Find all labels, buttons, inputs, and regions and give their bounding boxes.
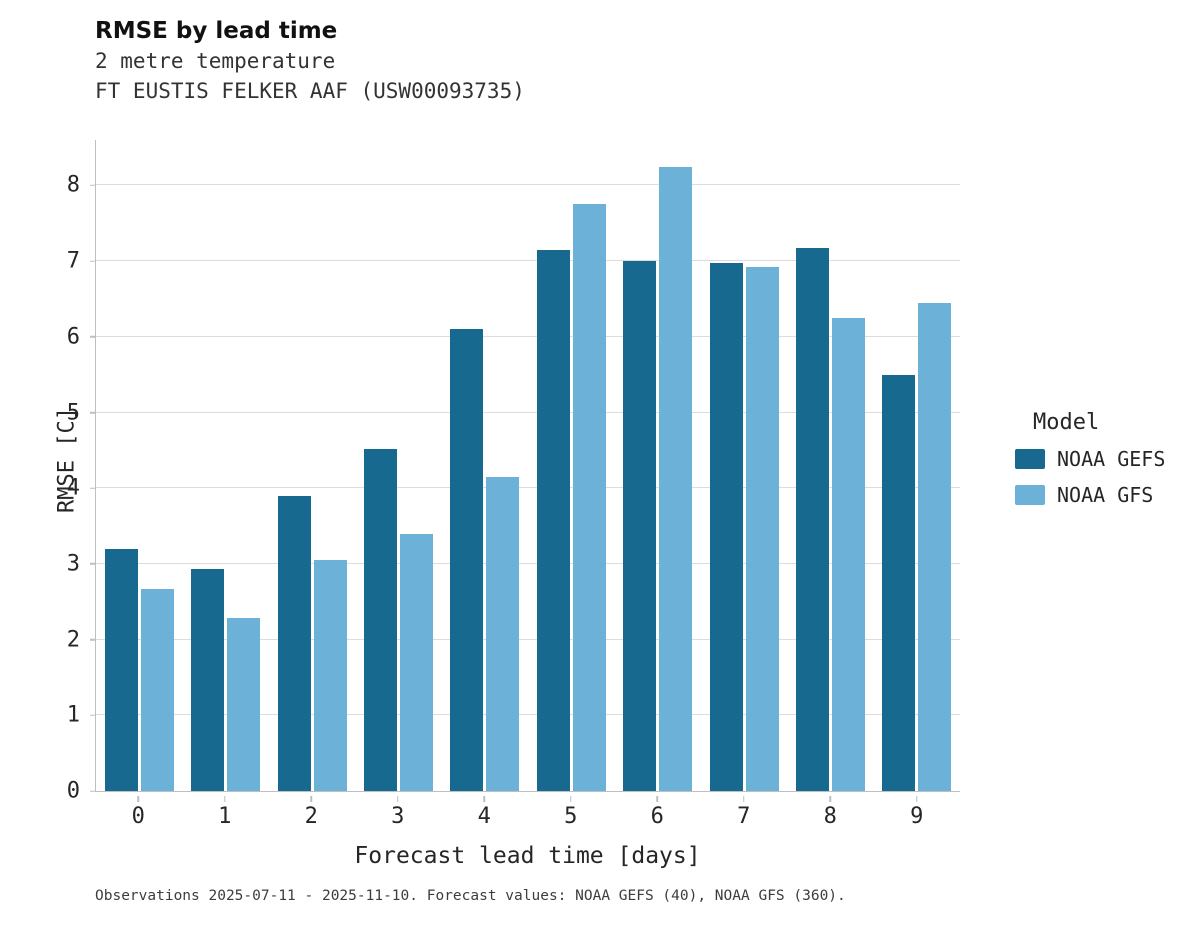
y-tick-mark-4 <box>90 487 96 489</box>
y-tick-mark-0 <box>90 790 96 792</box>
legend-entries: NOAA GEFS NOAA GFS <box>1015 447 1165 507</box>
gridline-y-5 <box>96 411 960 413</box>
gridline-y-6 <box>96 335 960 337</box>
x-tick-label-9: 9 <box>874 796 961 829</box>
x-tick-label-3: 3 <box>355 796 442 829</box>
bar-noaa-gefs-3 <box>363 448 397 791</box>
bar-group-9 <box>874 140 960 791</box>
bar-series <box>96 140 960 791</box>
x-tick-label-1: 1 <box>182 796 269 829</box>
bar-noaa-gfs-0 <box>140 588 174 791</box>
bar-noaa-gfs-7 <box>745 267 779 791</box>
y-tick-mark-1 <box>90 714 96 717</box>
y-tick-label-8: 8 <box>66 172 80 198</box>
bar-noaa-gefs-7 <box>709 262 743 791</box>
bar-group-6 <box>614 140 700 791</box>
bar-noaa-gefs-1 <box>191 569 225 791</box>
y-tick-label-3: 3 <box>66 551 80 577</box>
bar-group-3 <box>355 140 441 791</box>
legend-entry-noaa-gfs: NOAA GFS <box>1015 483 1165 507</box>
bar-noaa-gfs-5 <box>572 204 606 791</box>
y-tick-label-6: 6 <box>66 324 80 350</box>
bar-noaa-gfs-4 <box>486 476 520 791</box>
legend-label: NOAA GFS <box>1057 483 1154 507</box>
gridline-y-8 <box>96 184 960 186</box>
y-tick-label-1: 1 <box>66 702 80 728</box>
gridline-y-1 <box>96 714 960 716</box>
y-tick-label-5: 5 <box>66 400 80 426</box>
bar-noaa-gefs-2 <box>277 495 311 791</box>
y-tick-mark-7 <box>90 260 96 262</box>
gridline-y-4 <box>96 487 960 489</box>
legend-title: Model <box>1033 410 1100 435</box>
x-tick-label-7: 7 <box>701 796 788 829</box>
gridline-y-3 <box>96 562 960 564</box>
y-tick-label-2: 2 <box>66 627 80 653</box>
bar-group-2 <box>269 140 355 791</box>
gridline-y-2 <box>96 638 960 640</box>
gridline-y-7 <box>96 260 960 262</box>
bar-noaa-gfs-3 <box>399 533 433 791</box>
bar-noaa-gefs-5 <box>536 249 570 791</box>
chart-subtitle-station: FT EUSTIS FELKER AAF (USW00093735) <box>95 79 525 103</box>
bar-noaa-gefs-0 <box>104 548 138 791</box>
y-tick-mark-5 <box>90 411 96 414</box>
y-tick-mark-2 <box>90 638 96 641</box>
bar-group-0 <box>96 140 182 791</box>
bar-group-8 <box>787 140 873 791</box>
plot-area: 0 1 2 3 4 5 6 7 8 <box>67 140 960 804</box>
legend-entry-noaa-gefs: NOAA GEFS <box>1015 447 1165 471</box>
bar-noaa-gfs-2 <box>313 560 347 791</box>
bar-group-4 <box>442 140 528 791</box>
bar-noaa-gfs-6 <box>659 166 693 791</box>
x-tick-label-6: 6 <box>614 796 701 829</box>
bar-group-5 <box>528 140 614 791</box>
bar-noaa-gefs-9 <box>882 374 916 791</box>
bar-group-7 <box>701 140 787 791</box>
y-tick-mark-3 <box>90 563 96 565</box>
chart-title: RMSE by lead time <box>95 18 338 44</box>
chart-subtitle-variable: 2 metre temperature <box>95 49 336 73</box>
x-tick-label-0: 0 <box>95 796 182 829</box>
x-tick-label-5: 5 <box>528 796 615 829</box>
y-tick-mark-8 <box>90 184 96 187</box>
bar-noaa-gefs-4 <box>450 329 484 791</box>
x-axis-title: Forecast lead time [days] <box>354 843 701 869</box>
x-tick-label-4: 4 <box>441 796 528 829</box>
bar-noaa-gfs-1 <box>227 618 261 791</box>
bar-noaa-gfs-8 <box>831 317 865 791</box>
x-tick-label-2: 2 <box>268 796 355 829</box>
bar-group-1 <box>182 140 268 791</box>
title-block: RMSE by lead time 2 metre temperature FT… <box>95 16 525 106</box>
bar-noaa-gefs-8 <box>795 247 829 791</box>
legend: Model NOAA GEFS NOAA GFS <box>1015 410 1165 519</box>
bar-noaa-gfs-9 <box>918 302 952 791</box>
x-tick-label-8: 8 <box>787 796 874 829</box>
legend-swatch-noaa-gfs <box>1015 485 1045 505</box>
legend-swatch-noaa-gefs <box>1015 449 1045 469</box>
bar-noaa-gefs-6 <box>623 261 657 791</box>
legend-label: NOAA GEFS <box>1057 447 1166 471</box>
y-tick-label-7: 7 <box>66 248 80 274</box>
caption: Observations 2025-07-11 - 2025-11-10. Fo… <box>95 888 846 904</box>
y-tick-mark-6 <box>90 336 96 338</box>
y-tick-label-0: 0 <box>66 778 80 804</box>
y-tick-label-4: 4 <box>66 475 80 501</box>
